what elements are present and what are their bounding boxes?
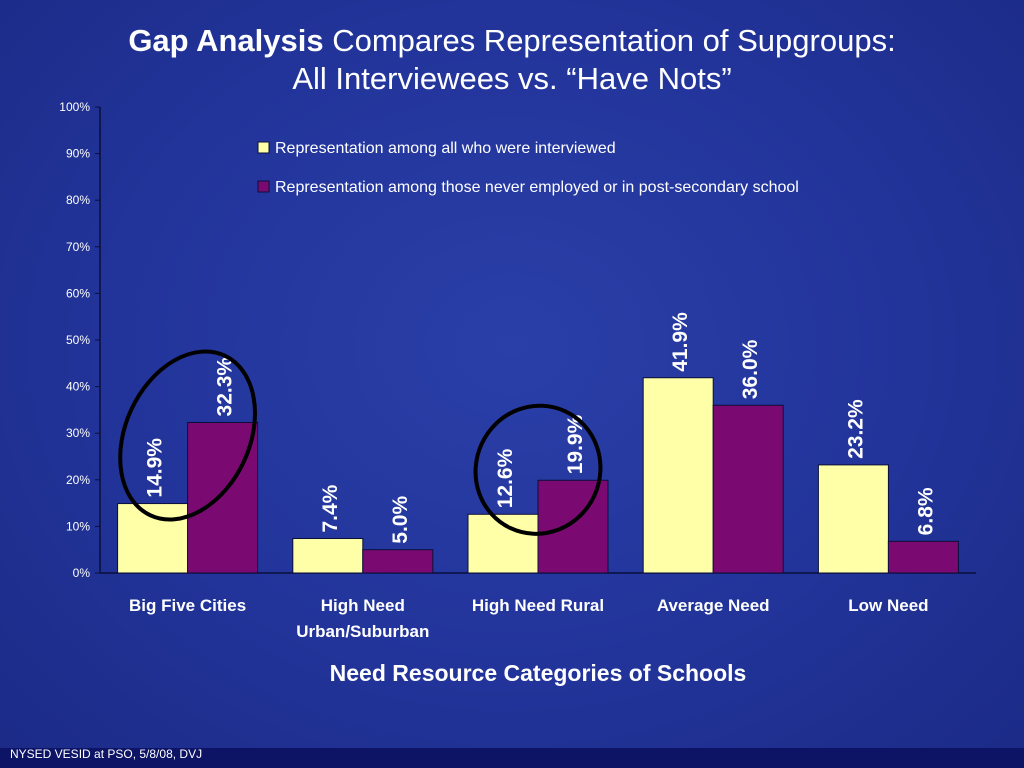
highlight-ellipse (473, 403, 603, 536)
y-tick-label: 40% (66, 380, 90, 394)
bar-all (817, 464, 889, 574)
data-label: 36.0% (739, 339, 762, 399)
data-label: 32.3% (214, 357, 237, 417)
bar-have-nots (187, 421, 259, 574)
data-label: 41.9% (669, 312, 692, 372)
x-axis-title: Need Resource Categories of Schools (330, 660, 747, 686)
x-category-label: High Need (321, 596, 405, 615)
data-label: 12.6% (494, 448, 517, 508)
data-label: 7.4% (319, 484, 342, 532)
y-tick-label: 0% (73, 566, 91, 580)
title-line-1: Gap Analysis Compares Representation of … (0, 22, 1024, 60)
bar-all (117, 503, 189, 574)
x-category-label: Average Need (657, 596, 770, 615)
y-tick-label: 80% (66, 193, 90, 207)
bar-have-nots (887, 540, 959, 574)
x-category-label: Urban/Suburban (296, 622, 429, 641)
y-tick-label: 10% (66, 519, 90, 533)
bar-have-nots (362, 549, 434, 574)
highlight-ellipse (118, 349, 257, 522)
data-label: 23.2% (844, 399, 867, 459)
data-label: 6.8% (914, 487, 937, 535)
x-category-label: High Need Rural (472, 596, 604, 615)
y-tick-label: 70% (66, 240, 90, 254)
title-rest: Compares Representation of Supgroups: (323, 23, 896, 58)
data-label: 5.0% (389, 496, 412, 544)
bar-have-nots (712, 404, 784, 574)
x-category-label: Big Five Cities (129, 596, 246, 615)
data-label: 14.9% (144, 438, 167, 498)
legend-swatch (257, 180, 270, 193)
footer-bar (0, 748, 1024, 768)
title-line-2: All Interviewees vs. “Have Nots” (292, 61, 732, 96)
y-tick-label: 30% (66, 426, 90, 440)
footer-credit: NYSED VESID at PSO, 5/8/08, DVJ (10, 747, 203, 761)
bar-all (292, 538, 364, 574)
legend-label: Representation among those never employe… (275, 179, 799, 196)
y-tick-label: 50% (66, 333, 90, 347)
y-tick-label: 100% (59, 100, 90, 114)
y-tick-label: 60% (66, 286, 90, 300)
data-label: 19.9% (564, 414, 587, 474)
legend-label: Representation among all who were interv… (275, 140, 616, 157)
y-tick-label: 20% (66, 473, 90, 487)
y-tick-label: 90% (66, 147, 90, 161)
bar-all (642, 377, 714, 574)
x-category-label: Low Need (848, 596, 928, 615)
slide-title: Gap Analysis Compares Representation of … (0, 22, 1024, 98)
bar-have-nots (537, 479, 609, 574)
legend-swatch (257, 141, 270, 154)
bar-chart: 0% 10% 20% 30% 40% 50% 60% 70% 80% 90% 100% 14.9% 7.… (59, 100, 976, 686)
title-bold: Gap Analysis (128, 23, 324, 58)
